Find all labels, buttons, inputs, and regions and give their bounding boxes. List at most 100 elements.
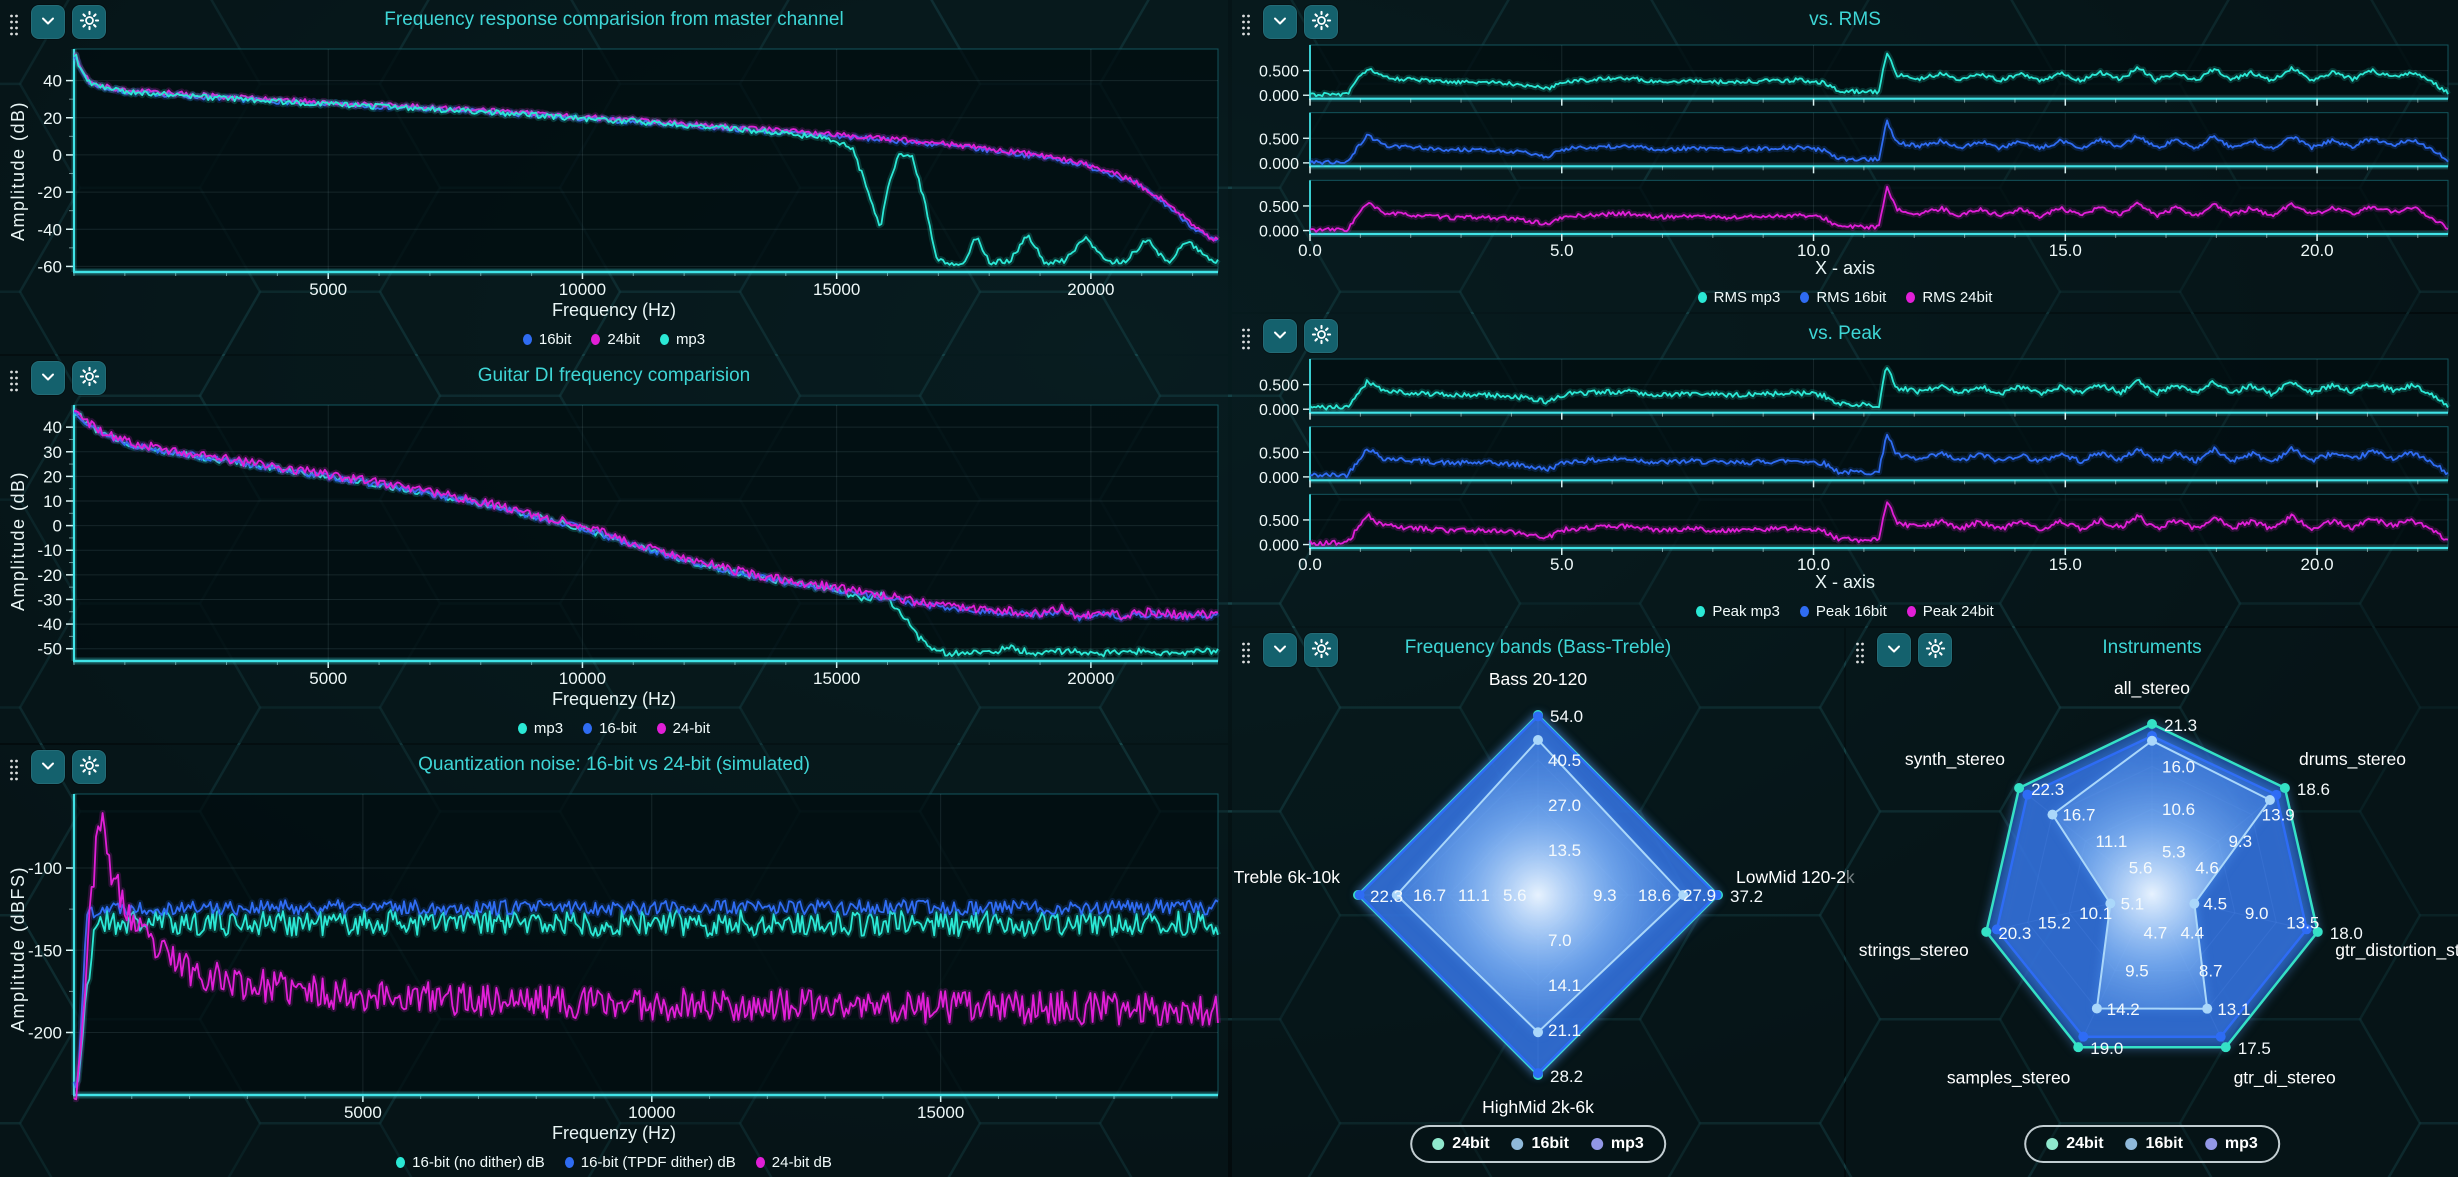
svg-text:0.000: 0.000 bbox=[1259, 538, 1299, 555]
legend-label: RMS mp3 bbox=[1713, 288, 1781, 306]
svg-text:13.5: 13.5 bbox=[2286, 913, 2319, 932]
chart-svg[interactable]: 5000 10000 15000 20000 -60 -40 -20 0 20 40 bbox=[0, 39, 1228, 302]
panel-header: Guitar DI frequency comparision bbox=[0, 356, 1228, 395]
panel-instruments-radar: Instruments 5.3 10.6 16.0 21.3 all_stereo 4.6… bbox=[1846, 628, 2458, 1177]
legend-item-peak-24bit[interactable]: Peak 24bit bbox=[1906, 603, 1994, 620]
legend-item-24-bit[interactable]: 24-bit bbox=[656, 720, 710, 737]
drag-handle-icon[interactable] bbox=[8, 758, 20, 784]
legend-label: 24bit bbox=[1452, 1135, 1490, 1152]
svg-text:40.5: 40.5 bbox=[1548, 751, 1581, 770]
settings-button[interactable] bbox=[1304, 633, 1338, 667]
legend-item-16bit[interactable]: 16bit bbox=[2125, 1135, 2183, 1153]
chevron-down-icon bbox=[1270, 639, 1290, 662]
settings-button[interactable] bbox=[72, 5, 106, 39]
legend-item-16bit[interactable]: 16bit bbox=[522, 331, 571, 348]
svg-text:15000: 15000 bbox=[813, 280, 860, 299]
legend-swatch bbox=[1697, 291, 1707, 303]
legend-swatch bbox=[591, 333, 601, 345]
svg-text:4.5: 4.5 bbox=[2203, 894, 2227, 913]
chart-svg[interactable]: 5000 10000 15000 -200 -150 -100 bbox=[0, 784, 1228, 1125]
svg-text:10: 10 bbox=[43, 492, 62, 511]
chart-canvas[interactable]: 5000 10000 15000 -200 -150 -100 bbox=[0, 784, 1228, 1125]
chart-svg[interactable]: 0.000 0.500 0.000 0.500 0.000 0.500 0.0 5.0 10.0… bbox=[1232, 39, 2458, 260]
collapse-button[interactable] bbox=[31, 5, 65, 39]
legend-item-peak-mp3[interactable]: Peak mp3 bbox=[1696, 603, 1780, 620]
svg-text:0.000: 0.000 bbox=[1259, 156, 1299, 173]
legend-item-16-bit[interactable]: 16-bit bbox=[583, 720, 637, 737]
chart-canvas[interactable]: 5.3 10.6 16.0 21.3 all_stereo 4.6 9.3 13.9 18.6 d… bbox=[1846, 667, 2458, 1177]
settings-button[interactable] bbox=[72, 750, 106, 784]
svg-text:13.5: 13.5 bbox=[1548, 841, 1581, 860]
drag-handle-icon[interactable] bbox=[8, 369, 20, 395]
chart-canvas[interactable]: 0.000 0.500 0.000 0.500 0.000 0.500 0.0 5.0 10.0… bbox=[1232, 353, 2458, 574]
legend: 24bit 16bit mp3 bbox=[2024, 1125, 2280, 1163]
svg-text:9.3: 9.3 bbox=[2228, 832, 2252, 851]
chart-svg[interactable]: 13.5 27.0 40.5 54.0 Bass 20-120 9.3 18.6 27.9 37… bbox=[1232, 667, 1855, 1177]
settings-button[interactable] bbox=[1304, 319, 1338, 353]
panel-title: vs. Peak bbox=[1808, 323, 1882, 344]
legend-item-24-bit-db[interactable]: 24-bit dB bbox=[755, 1154, 832, 1171]
svg-text:20: 20 bbox=[43, 467, 62, 486]
legend: 16-bit (no dither) dB 16-bit (TPDF dither… bbox=[0, 1147, 1228, 1177]
settings-button[interactable] bbox=[1918, 633, 1952, 667]
settings-button[interactable] bbox=[72, 361, 106, 395]
svg-text:21.1: 21.1 bbox=[1548, 1021, 1581, 1040]
drag-handle-icon[interactable] bbox=[1240, 327, 1252, 353]
chart-canvas[interactable]: 0.000 0.500 0.000 0.500 0.000 0.500 0.0 5.0 10.0… bbox=[1232, 39, 2458, 260]
svg-text:14.1: 14.1 bbox=[1548, 976, 1581, 995]
chart-canvas[interactable]: 5000 10000 15000 20000 -50 -40 -30 -20 -10 0 10 20 3… bbox=[0, 395, 1228, 691]
collapse-button[interactable] bbox=[1877, 633, 1911, 667]
legend: RMS mp3 RMS 16bit RMS 24bit bbox=[1232, 282, 2458, 312]
collapse-button[interactable] bbox=[31, 361, 65, 395]
svg-text:samples_stereo: samples_stereo bbox=[1947, 1067, 2071, 1088]
legend-item-mp3[interactable]: mp3 bbox=[659, 331, 705, 348]
drag-handle-icon[interactable] bbox=[1854, 641, 1866, 667]
legend-item-mp3[interactable]: mp3 bbox=[517, 720, 563, 737]
settings-button[interactable] bbox=[1304, 5, 1338, 39]
legend-item-16bit[interactable]: 16bit bbox=[1511, 1135, 1569, 1153]
collapse-button[interactable] bbox=[1263, 319, 1297, 353]
svg-text:4.7: 4.7 bbox=[2144, 923, 2168, 942]
legend-swatch bbox=[2125, 1138, 2138, 1150]
svg-text:-50: -50 bbox=[37, 640, 62, 659]
svg-text:18.6: 18.6 bbox=[2297, 780, 2330, 799]
svg-text:-40: -40 bbox=[37, 220, 62, 239]
panel-vs-peak: vs. Peak 0.000 0.500 0.000 0.500 0.000 0.500 0… bbox=[1232, 314, 2458, 626]
chevron-down-icon bbox=[38, 756, 58, 779]
svg-text:27.9: 27.9 bbox=[1683, 886, 1716, 905]
drag-handle-icon[interactable] bbox=[8, 13, 20, 39]
legend-swatch bbox=[396, 1156, 406, 1168]
legend-item-mp3[interactable]: mp3 bbox=[2204, 1135, 2258, 1153]
chart-canvas[interactable]: 13.5 27.0 40.5 54.0 Bass 20-120 9.3 18.6 27.9 37… bbox=[1232, 667, 1855, 1177]
legend-item-rms-mp3[interactable]: RMS mp3 bbox=[1697, 288, 1781, 306]
legend-item-peak-16bit[interactable]: Peak 16bit bbox=[1799, 603, 1887, 620]
legend-item-mp3[interactable]: mp3 bbox=[1590, 1135, 1644, 1153]
legend-item-24bit[interactable]: 24bit bbox=[2046, 1135, 2104, 1153]
legend-swatch bbox=[2204, 1138, 2217, 1150]
legend-item-24bit[interactable]: 24bit bbox=[591, 331, 640, 348]
svg-text:all_stereo: all_stereo bbox=[2114, 678, 2190, 699]
svg-text:9.0: 9.0 bbox=[2245, 904, 2269, 923]
legend-item-rms-16bit[interactable]: RMS 16bit bbox=[1800, 289, 1886, 306]
drag-handle-icon[interactable] bbox=[1240, 13, 1252, 39]
collapse-button[interactable] bbox=[1263, 633, 1297, 667]
legend-item-16-bit-tpdf-dither-db[interactable]: 16-bit (TPDF dither) dB bbox=[564, 1154, 736, 1171]
chart-svg[interactable]: 5000 10000 15000 20000 -50 -40 -30 -20 -10 0 10 20 3… bbox=[0, 395, 1228, 691]
y-axis-label: Amplitude (dB) bbox=[8, 471, 28, 612]
gear-icon bbox=[1311, 638, 1332, 662]
chart-canvas[interactable]: 5000 10000 15000 20000 -60 -40 -20 0 20 40 bbox=[0, 39, 1228, 302]
legend-item-rms-24bit[interactable]: RMS 24bit bbox=[1906, 289, 1992, 306]
svg-text:0.500: 0.500 bbox=[1259, 513, 1299, 530]
collapse-button[interactable] bbox=[31, 750, 65, 784]
legend-item-16-bit-no-dither-db[interactable]: 16-bit (no dither) dB bbox=[396, 1154, 545, 1171]
chart-svg[interactable]: 0.000 0.500 0.000 0.500 0.000 0.500 0.0 5.0 10.0… bbox=[1232, 353, 2458, 574]
collapse-button[interactable] bbox=[1263, 5, 1297, 39]
drag-handle-icon[interactable] bbox=[1240, 641, 1252, 667]
chevron-down-icon bbox=[1884, 639, 1904, 662]
chart-svg[interactable]: 5.3 10.6 16.0 21.3 all_stereo 4.6 9.3 13.918.6 d… bbox=[1846, 667, 2458, 1177]
panel-header: Frequency response comparision from mast… bbox=[0, 0, 1228, 39]
svg-text:20.0: 20.0 bbox=[2301, 241, 2334, 260]
svg-text:15.0: 15.0 bbox=[2049, 241, 2082, 260]
legend-item-24bit[interactable]: 24bit bbox=[1432, 1135, 1490, 1153]
svg-text:-10: -10 bbox=[37, 541, 62, 560]
